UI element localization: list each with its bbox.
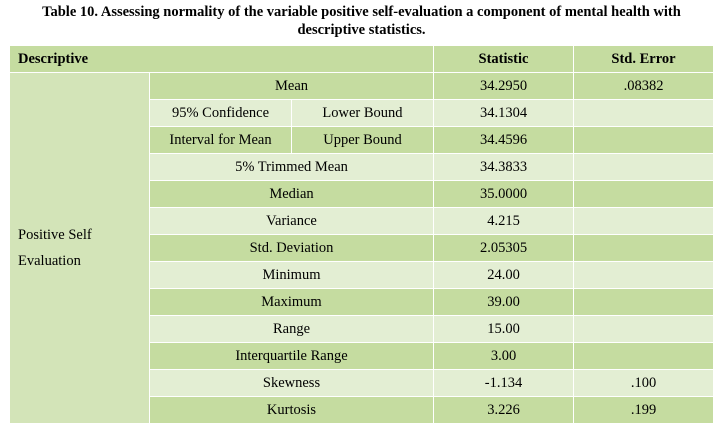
se-std-deviation [573, 234, 714, 262]
variable-name-cell: Positive Self Evaluation [9, 72, 150, 424]
header-statistic: Statistic [433, 45, 574, 73]
row-label-std-deviation: Std. Deviation [149, 234, 434, 262]
stat-median: 35.0000 [433, 180, 574, 208]
stat-maximum: 39.00 [433, 288, 574, 316]
stat-iqr: 3.00 [433, 342, 574, 370]
se-iqr [573, 342, 714, 370]
table-row: Interquartile Range 3.00 [10, 342, 714, 370]
stat-upper-bound: 34.4596 [433, 126, 574, 154]
ci-label-line-2: Interval for Mean [149, 126, 292, 154]
se-mean: .08382 [573, 72, 714, 100]
se-upper-bound [573, 126, 714, 154]
stat-kurtosis: 3.226 [433, 396, 574, 424]
se-lower-bound [573, 99, 714, 127]
row-label-iqr: Interquartile Range [149, 342, 434, 370]
se-skewness: .100 [573, 369, 714, 397]
header-descriptive: Descriptive [9, 45, 434, 73]
header-std-error: Std. Error [573, 45, 714, 73]
stat-mean: 34.2950 [433, 72, 574, 100]
table-row: Skewness -1.134 .100 [10, 369, 714, 397]
se-median [573, 180, 714, 208]
se-range [573, 315, 714, 343]
table-caption: Table 10. Assessing normality of the var… [0, 3, 723, 39]
row-label-upper-bound: Upper Bound [291, 126, 434, 154]
variable-name-line-2: Evaluation [18, 253, 81, 269]
table-row: Median 35.0000 [10, 180, 714, 208]
se-trimmed-mean [573, 153, 714, 181]
table-row: 5% Trimmed Mean 34.3833 [10, 153, 714, 181]
row-label-lower-bound: Lower Bound [291, 99, 434, 127]
row-label-variance: Variance [149, 207, 434, 235]
se-maximum [573, 288, 714, 316]
table-row: Kurtosis 3.226 .199 [10, 396, 714, 424]
caption-line-1: Table 10. Assessing normality of the var… [42, 4, 681, 20]
variable-name-line-1: Positive Self [18, 227, 92, 243]
descriptive-statistics-table: Descriptive Statistic Std. Error Positiv… [9, 45, 714, 424]
row-label-range: Range [149, 315, 434, 343]
table-row: Interval for Mean Upper Bound 34.4596 [10, 126, 714, 154]
table-row: 95% Confidence Lower Bound 34.1304 [10, 99, 714, 127]
table-row: Minimum 24.00 [10, 261, 714, 289]
header-row: Descriptive Statistic Std. Error [9, 45, 714, 73]
row-label-kurtosis: Kurtosis [149, 396, 434, 424]
stat-minimum: 24.00 [433, 261, 574, 289]
se-kurtosis: .199 [573, 396, 714, 424]
row-label-median: Median [149, 180, 434, 208]
se-variance [573, 207, 714, 235]
row-label-maximum: Maximum [149, 288, 434, 316]
ci-label-line-1: 95% Confidence [149, 99, 292, 127]
row-label-skewness: Skewness [149, 369, 434, 397]
se-minimum [573, 261, 714, 289]
table-row: Positive Self Evaluation Mean 34.2950 .0… [9, 72, 714, 424]
stat-variance: 4.215 [433, 207, 574, 235]
stat-trimmed-mean: 34.3833 [433, 153, 574, 181]
stat-range: 15.00 [433, 315, 574, 343]
stat-lower-bound: 34.1304 [433, 99, 574, 127]
caption-line-2: descriptive statistics. [297, 22, 426, 38]
row-label-trimmed-mean: 5% Trimmed Mean [149, 153, 434, 181]
stat-std-deviation: 2.05305 [433, 234, 574, 262]
row-label-mean: Mean [149, 72, 434, 100]
row-label-minimum: Minimum [149, 261, 434, 289]
table-row: Maximum 39.00 [10, 288, 714, 316]
stat-skewness: -1.134 [433, 369, 574, 397]
